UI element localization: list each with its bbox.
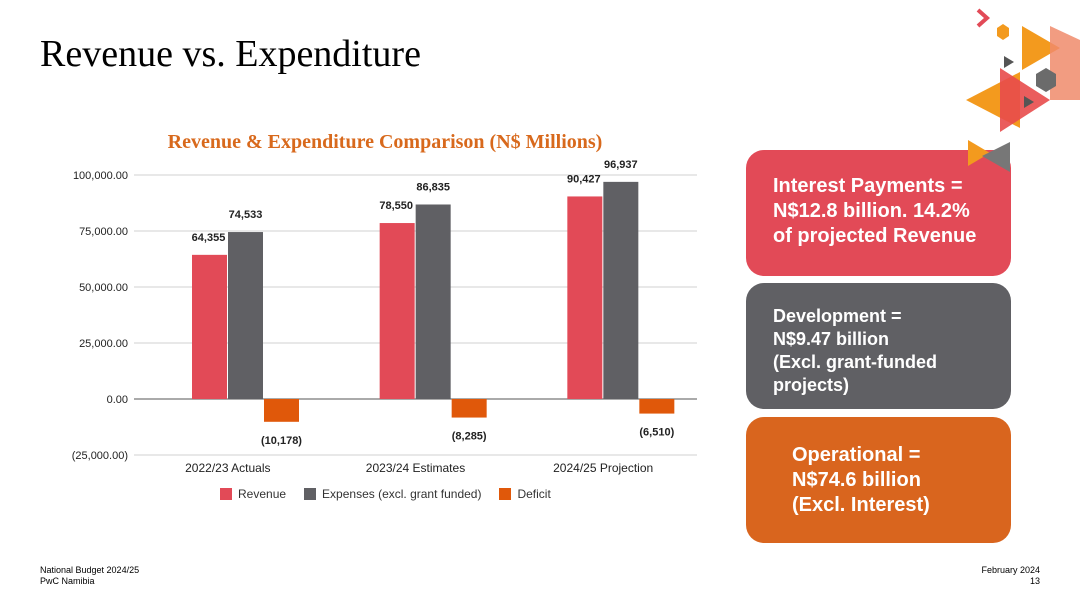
legend-swatch-expenses [304, 488, 317, 500]
bar-deficit [264, 399, 299, 422]
legend-item-expenses: Expenses (excl. grant funded) [304, 487, 481, 501]
operational-line-3: (Excl. Interest) [792, 494, 930, 516]
x-tick-label: 2023/24 Estimates [366, 461, 465, 475]
operational-box: Operational = N$74.6 billion (Excl. Inte… [746, 417, 1011, 543]
development-box: Development = N$9.47 billion (Excl. gran… [746, 283, 1011, 409]
bar-expenses [415, 204, 451, 399]
development-line-4: projects) [773, 375, 850, 395]
data-label: 64,355 [192, 232, 226, 244]
legend-label-expenses: Expenses (excl. grant funded) [322, 487, 482, 501]
y-tick-label: 25,000.00 [79, 338, 128, 350]
decorative-triangles-graphic [966, 8, 1080, 172]
interest-payments-box: Interest Payments = N$12.8 billion. 14.2… [746, 150, 1011, 276]
x-tick-label: 2024/25 Projection [553, 461, 653, 475]
development-line-3: (Excl. grant-funded [773, 352, 938, 372]
y-tick-label: 0.00 [107, 394, 128, 406]
y-tick-label: (25,000.00) [72, 450, 128, 462]
bar-revenue [379, 223, 415, 399]
data-label: (10,178) [261, 435, 302, 447]
bar-chart: 100,000.00 75,000.00 50,000.00 25,000.00 0.0… [72, 159, 697, 475]
development-line-1: Development = [773, 306, 902, 326]
legend-item-revenue: Revenue [220, 487, 286, 501]
footer-report-name: National Budget 2024/25 [40, 565, 140, 575]
chart-container: Revenue & Expenditure Comparison (N$ Mil… [40, 125, 720, 515]
footer-left: National Budget 2024/25 PwC Namibia [40, 565, 139, 587]
legend-item-deficit: Deficit [499, 487, 551, 501]
page-number: 13 [1029, 576, 1040, 586]
bar-deficit [451, 399, 487, 418]
operational-line-1: Operational = [792, 444, 921, 466]
data-label: 74,533 [229, 209, 263, 221]
legend-label-deficit: Deficit [517, 487, 551, 501]
bar-expenses [228, 232, 263, 399]
legend-label-revenue: Revenue [238, 487, 287, 501]
footer-right: February 2024 13 [981, 565, 1040, 587]
interest-line-2: N$12.8 billion. 14.2% [773, 200, 970, 222]
legend-swatch-deficit [499, 488, 512, 500]
bar-revenue [192, 254, 227, 399]
data-label: (8,285) [452, 431, 487, 443]
interest-line-3: of projected Revenue [773, 225, 977, 247]
bar-deficit [639, 399, 675, 414]
x-tick-label: 2022/23 Actuals [185, 461, 270, 475]
y-tick-label: 50,000.00 [79, 282, 128, 294]
bar-expenses [603, 181, 639, 399]
y-tick-label: 100,000.00 [73, 170, 128, 182]
footer-date: February 2024 [981, 565, 1040, 575]
data-label: 78,550 [379, 200, 413, 212]
development-line-2: N$9.47 billion [773, 329, 890, 349]
interest-line-1: Interest Payments = [773, 175, 963, 197]
operational-line-2: N$74.6 billion [792, 469, 921, 491]
data-label: 90,427 [567, 173, 601, 185]
legend-swatch-revenue [220, 488, 232, 500]
bar-revenue [567, 196, 603, 399]
y-tick-label: 75,000.00 [79, 226, 128, 238]
data-label: 86,835 [416, 181, 450, 193]
chart-legend: Revenue Expenses (excl. grant funded) De… [220, 487, 551, 501]
data-label: 96,937 [604, 159, 638, 171]
data-label: (6,510) [639, 427, 674, 439]
slide-title: Revenue vs. Expenditure [40, 33, 421, 75]
chart-title: Revenue & Expenditure Comparison (N$ Mil… [167, 131, 603, 153]
footer-company: PwC Namibia [40, 576, 95, 586]
